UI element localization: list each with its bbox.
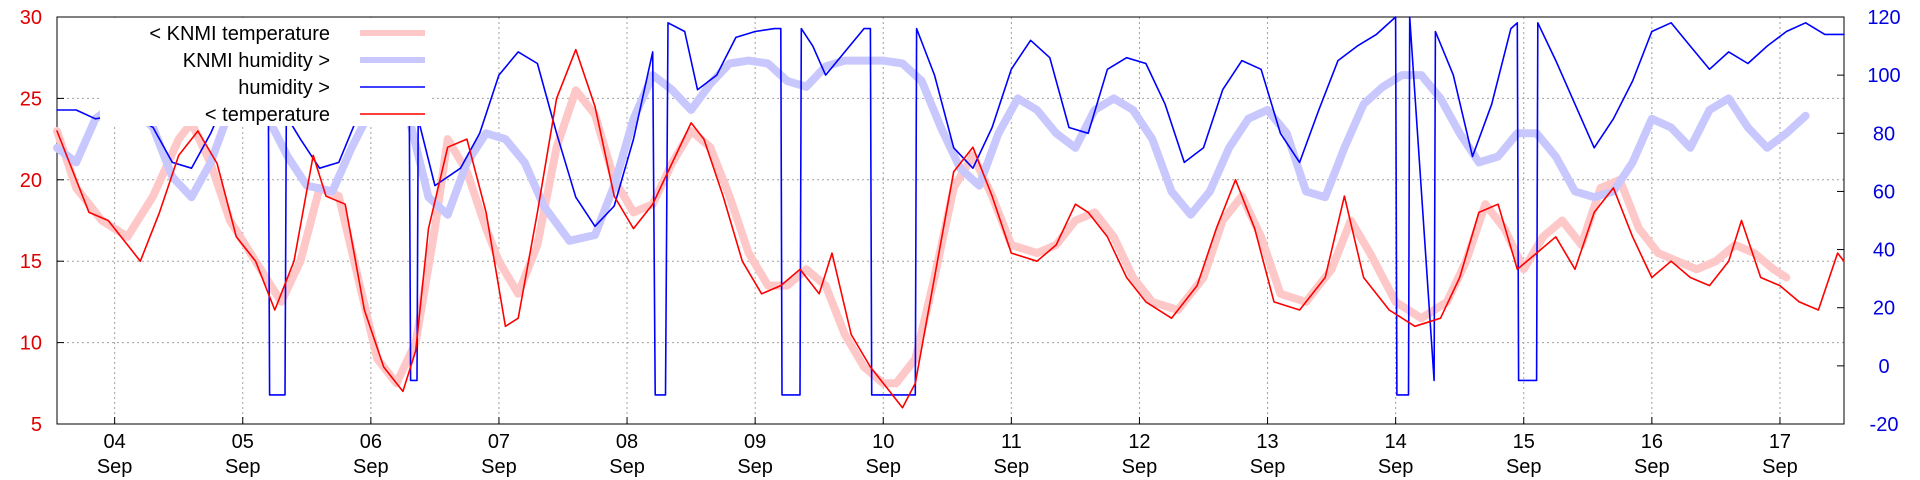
x-tick-month-5: Sep xyxy=(737,456,773,478)
x-tick-month-8: Sep xyxy=(1122,456,1158,478)
x-tick-day-7: 11 xyxy=(1001,431,1022,453)
x-tick-month-7: Sep xyxy=(994,456,1030,478)
x-tick-day-12: 16 xyxy=(1641,431,1663,453)
plot-border xyxy=(56,16,1845,425)
x-tick-month-1: Sep xyxy=(225,456,261,478)
x-tick-day-4: 08 xyxy=(616,431,638,453)
axes: 5 10 15 20 25 30 -20 0 20 40 60 80 100 120 04 Sep 05 Sep 0… xyxy=(20,7,1901,478)
y-right-tick-label-3: 40 xyxy=(1873,240,1895,262)
x-tick-month-3: Sep xyxy=(481,456,517,478)
y-left-tick-label-1: 10 xyxy=(20,333,42,355)
y-left-tick-label-4: 25 xyxy=(20,88,42,110)
legend-label-2: humidity > xyxy=(238,77,330,99)
x-tick-day-6: 10 xyxy=(872,431,894,453)
x-tick-day-11: 15 xyxy=(1513,431,1535,453)
legend-label-1: KNMI humidity > xyxy=(183,50,330,72)
x-tick-month-2: Sep xyxy=(353,456,389,478)
y-right-tick-label-0: -20 xyxy=(1870,414,1899,436)
y-left-tick-label-5: 30 xyxy=(20,7,42,29)
y-left-tick-label-3: 20 xyxy=(20,170,42,192)
series-line-3 xyxy=(56,48,1845,409)
x-tick-month-0: Sep xyxy=(97,456,133,478)
legend-label-0: < KNMI temperature xyxy=(149,23,330,45)
x-tick-day-5: 09 xyxy=(744,431,766,453)
y-left-tick-label-0: 5 xyxy=(31,414,42,436)
series-line-2 xyxy=(56,16,1845,396)
x-tick-month-9: Sep xyxy=(1250,456,1286,478)
x-tick-day-13: 17 xyxy=(1769,431,1791,453)
x-tick-day-10: 14 xyxy=(1385,431,1407,453)
x-tick-month-11: Sep xyxy=(1506,456,1542,478)
x-tick-day-0: 04 xyxy=(104,431,126,453)
y-left-tick-label-2: 15 xyxy=(20,251,42,273)
x-tick-month-4: Sep xyxy=(609,456,645,478)
x-tick-day-1: 05 xyxy=(232,431,254,453)
x-tick-month-12: Sep xyxy=(1634,456,1670,478)
x-tick-day-8: 12 xyxy=(1128,431,1150,453)
x-tick-month-10: Sep xyxy=(1378,456,1414,478)
y-right-tick-label-5: 80 xyxy=(1873,123,1895,145)
y-right-tick-label-2: 20 xyxy=(1873,298,1895,320)
series-layer xyxy=(53,16,1845,409)
x-tick-day-3: 07 xyxy=(488,431,510,453)
y-right-tick-label-7: 120 xyxy=(1867,7,1900,29)
x-tick-day-9: 13 xyxy=(1256,431,1278,453)
legend-label-3: < temperature xyxy=(205,104,330,126)
x-tick-month-13: Sep xyxy=(1762,456,1798,478)
y-right-tick-label-6: 100 xyxy=(1867,65,1900,87)
x-tick-day-2: 06 xyxy=(360,431,382,453)
y-right-tick-label-4: 60 xyxy=(1873,181,1895,203)
x-tick-month-6: Sep xyxy=(865,456,901,478)
y-right-tick-label-1: 0 xyxy=(1878,356,1889,378)
plot-frame xyxy=(56,16,1845,425)
legend: < KNMI temperature KNMI humidity > humidit… xyxy=(100,18,432,126)
